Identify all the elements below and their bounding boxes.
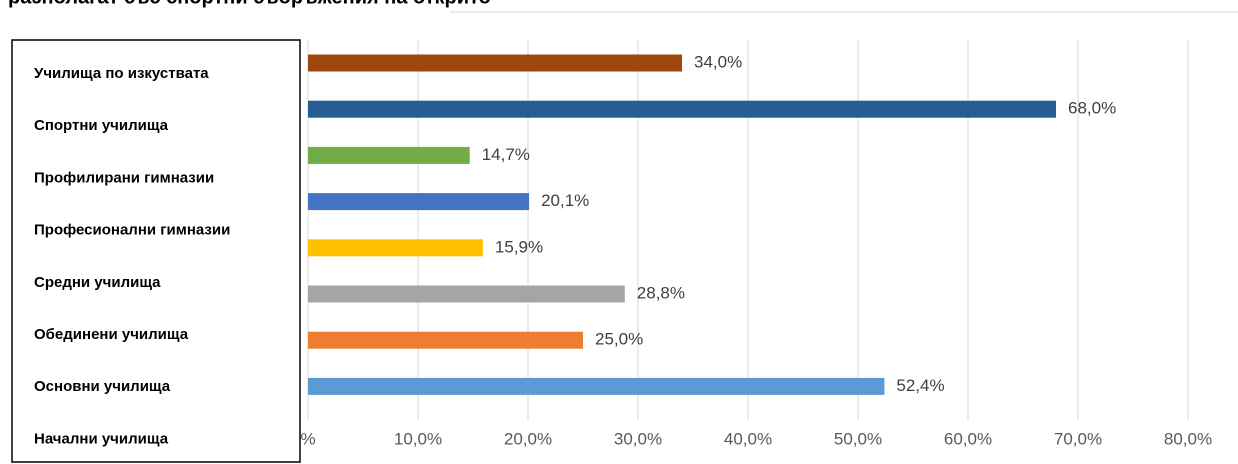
value-label: 28,8% [637,283,685,302]
x-tick-label: 80,0% [1164,429,1212,448]
bar [308,100,1056,118]
bar [308,239,483,257]
box-label: Спортни училища [34,117,169,134]
bar [308,331,583,349]
value-label: 15,9% [495,237,543,256]
box-label: Обединени училища [34,326,189,343]
label-box [11,39,301,463]
bar [308,285,625,303]
x-tick-label: 60,0% [944,429,992,448]
box-label: Училища по изкуствата [34,65,209,82]
box-label: Профилирани гимназии [34,169,214,186]
value-label: 25,0% [595,330,643,349]
x-tick-label: % [300,429,315,448]
x-tick-label: 20,0% [504,429,552,448]
box-label: Средни училища [34,274,161,291]
bar [308,146,470,164]
value-label: 14,7% [482,145,530,164]
value-label: 52,4% [896,376,944,395]
chart-title: разполагат със спортни съоръжения на отк… [8,0,491,8]
box-label: Професионални гимназии [34,222,230,239]
bar [308,193,530,211]
value-label: 20,1% [541,191,589,210]
box-label: Начални училища [34,430,169,447]
bar [308,54,682,72]
box-label: Основни училища [34,378,171,395]
x-tick-label: 70,0% [1054,429,1102,448]
bar [308,377,885,395]
x-tick-label: 10,0% [394,429,442,448]
value-label: 34,0% [694,52,742,71]
x-tick-label: 50,0% [834,429,882,448]
value-label: 68,0% [1068,99,1116,118]
x-tick-label: 40,0% [724,429,772,448]
x-tick-label: 30,0% [614,429,662,448]
